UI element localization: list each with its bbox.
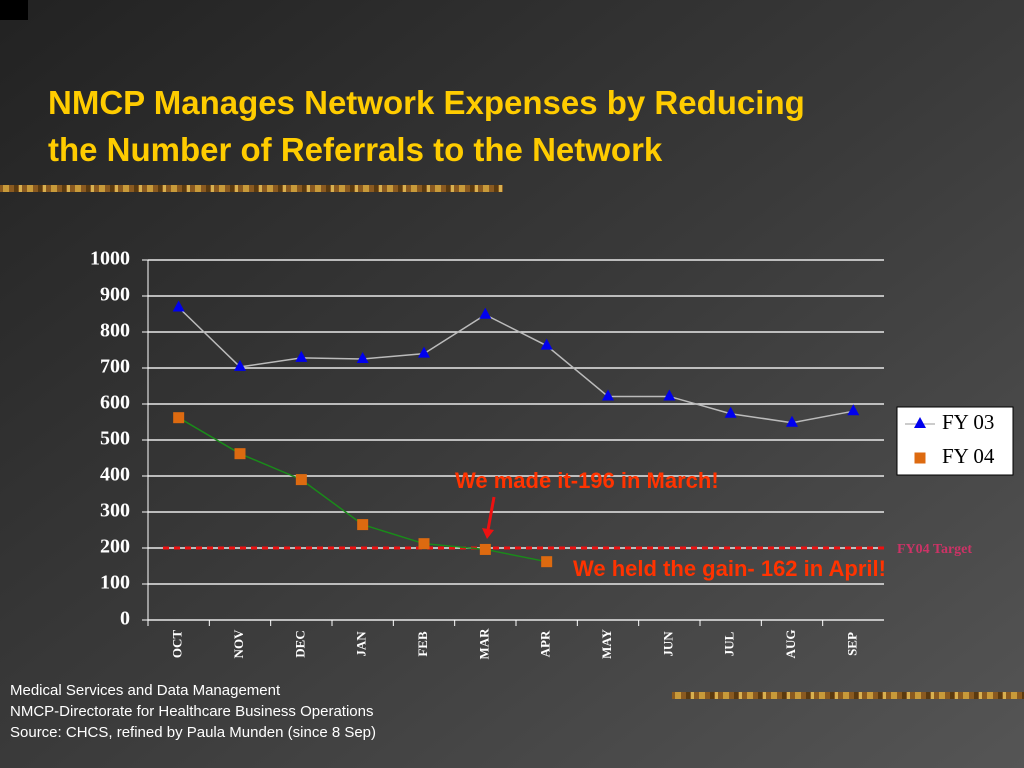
annotation: We held the gain- 162 in April! (573, 556, 886, 581)
y-tick-label: 700 (100, 356, 130, 378)
y-tick-label: 800 (100, 320, 130, 342)
x-tick-label: MAY (599, 628, 614, 658)
x-tick-label: OCT (170, 630, 185, 659)
y-tick-label: 500 (100, 428, 130, 450)
legend-label: FY 03 (942, 410, 994, 434)
annotation-arrow (486, 496, 496, 531)
x-tick-label: AUG (783, 630, 798, 659)
title-line: NMCP Manages Network Expenses by Reducin… (48, 84, 805, 121)
legend-marker (914, 452, 926, 464)
decor-bar (672, 692, 1024, 699)
point (418, 538, 430, 550)
point (786, 415, 798, 427)
point (357, 519, 369, 531)
y-tick-label: 600 (100, 392, 130, 414)
point (847, 404, 860, 416)
x-tick-label: MAR (476, 628, 491, 660)
y-tick-label: 300 (100, 500, 130, 522)
series-line (178, 306, 854, 424)
footer-line: NMCP-Directorate for Healthcare Business… (10, 703, 373, 720)
target-label: FY04 Target (897, 542, 972, 557)
y-tick-label: 900 (100, 284, 130, 306)
point (479, 543, 491, 555)
x-tick-label: JUL (722, 631, 737, 656)
point (663, 389, 676, 401)
point (295, 350, 308, 362)
point (724, 406, 737, 418)
point (356, 352, 369, 363)
point (602, 389, 614, 401)
point (540, 338, 553, 350)
x-tick-label: APR (538, 630, 553, 657)
x-tick-label: JUN (660, 631, 675, 657)
decor-bar (0, 185, 503, 192)
point (172, 300, 185, 312)
corner-block (0, 0, 28, 20)
point (541, 556, 553, 568)
x-tick-label: JAN (354, 631, 369, 657)
y-tick-label: 1000 (90, 248, 130, 270)
x-tick-label: NOV (231, 629, 246, 659)
footer-line: Source: CHCS, refined by Paula Munden (s… (10, 724, 376, 741)
y-tick-label: 0 (120, 608, 130, 630)
point (479, 307, 492, 319)
point (173, 412, 185, 424)
x-tick-label: FEB (415, 631, 430, 657)
y-tick-label: 100 (100, 572, 130, 594)
point (234, 448, 246, 460)
legend-box (896, 406, 1014, 476)
footer-line: Medical Services and Data Management (10, 682, 281, 699)
x-tick-label: DEC (292, 630, 307, 657)
legend-marker (914, 417, 926, 428)
annotation: We made it-196 in March! (455, 468, 719, 493)
point (234, 359, 246, 371)
point (418, 346, 430, 358)
x-tick-label: SEP (844, 632, 859, 656)
annotation-arrowhead (482, 528, 494, 539)
point (295, 474, 307, 486)
y-tick-label: 400 (100, 464, 130, 486)
title-line: the Number of Referrals to the Network (48, 131, 663, 168)
y-tick-label: 200 (100, 536, 130, 558)
legend-label: FY 04 (942, 444, 995, 468)
